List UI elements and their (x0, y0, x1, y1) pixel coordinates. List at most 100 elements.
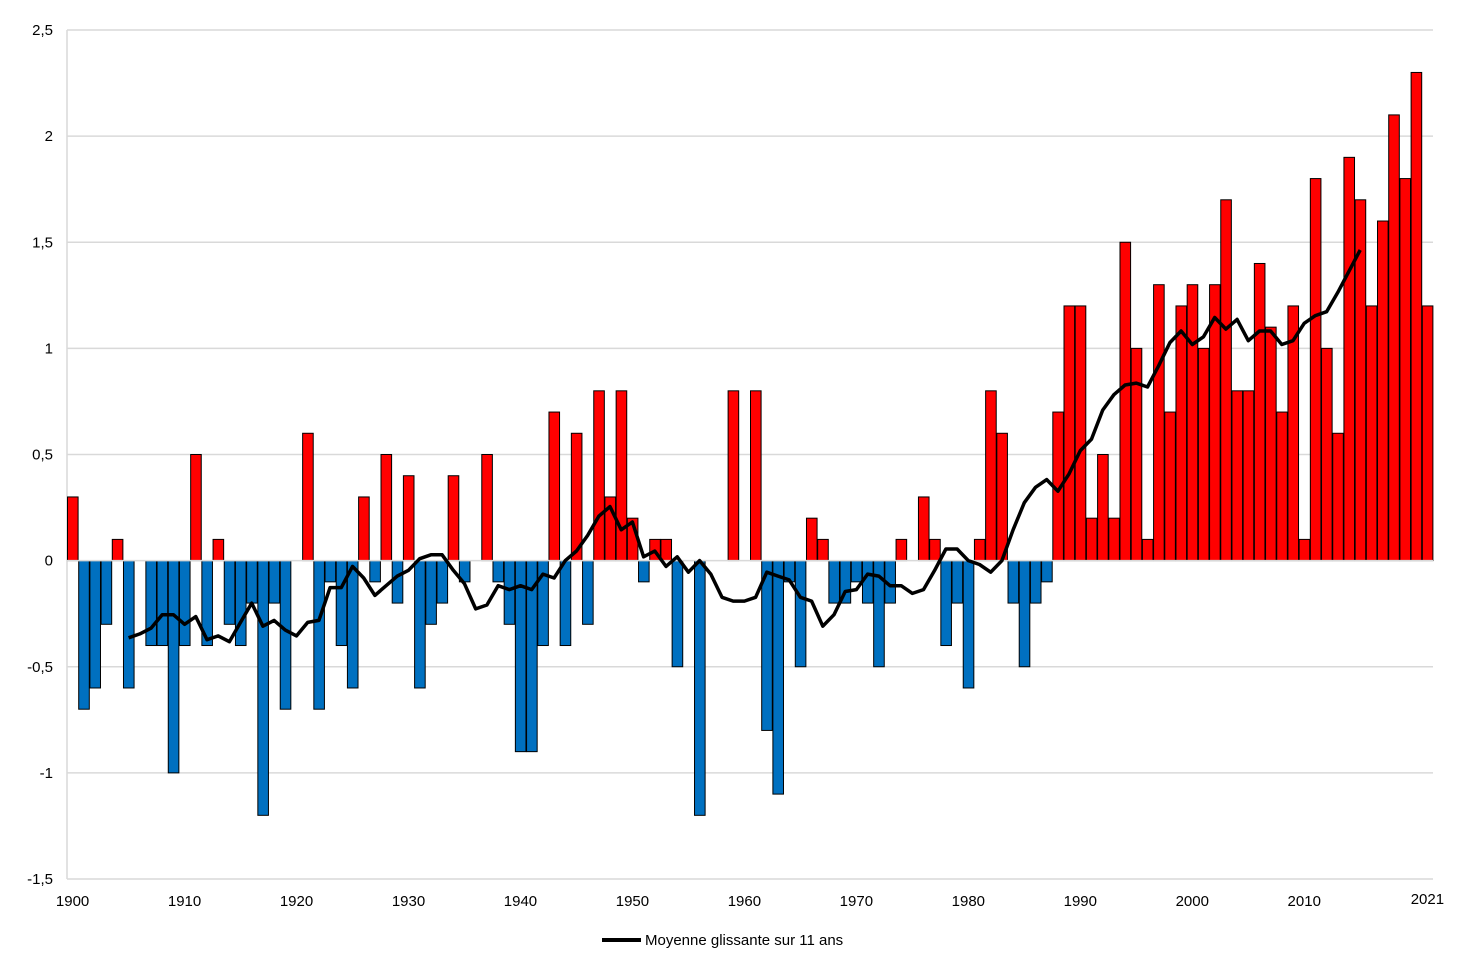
y-tick-label: 2 (45, 128, 53, 145)
bar-1900 (67, 496, 79, 562)
bar-1934 (447, 475, 460, 562)
bar-1945 (570, 432, 583, 562)
legend: Moyenne glissante sur 11 ans (602, 932, 843, 949)
bar-1915 (234, 560, 247, 647)
bar-1931 (414, 560, 426, 689)
bar-1943 (548, 411, 561, 562)
bar-2016 (1365, 305, 1378, 562)
x-tick-label: 1980 (952, 893, 985, 910)
bars (67, 71, 1434, 816)
bar-2005 (1242, 390, 1255, 562)
x-tick-label: 1930 (392, 893, 425, 910)
moving-average-series (128, 249, 1362, 644)
x-tick-label: 2021 (1411, 891, 1444, 908)
bar-1937 (481, 454, 493, 562)
y-tick-label: -0,5 (27, 659, 53, 676)
bar-2018 (1388, 114, 1400, 562)
bar-1967 (817, 538, 829, 562)
bar-1985 (1018, 560, 1031, 668)
bar-1966 (805, 517, 818, 562)
y-tick-label: 2,5 (32, 22, 53, 39)
bar-1901 (78, 560, 90, 710)
x-tick-label: 1940 (504, 893, 537, 910)
bar-2010 (1298, 538, 1311, 562)
bar-1979 (951, 560, 964, 604)
bar-1991 (1085, 517, 1098, 562)
bar-1904 (111, 538, 124, 562)
bar-1961 (750, 390, 762, 562)
bar-1970 (850, 560, 863, 583)
x-tick-label: 2000 (1176, 893, 1209, 910)
bar-1998 (1164, 411, 1176, 562)
gridlines (66, 29, 1433, 880)
bar-1909 (167, 560, 180, 774)
bar-1974 (895, 538, 908, 562)
x-tick-label: 1990 (1064, 893, 1097, 910)
bar-2007 (1265, 326, 1277, 562)
x-tick-label: 2010 (1288, 893, 1321, 910)
legend-label: Moyenne glissante sur 11 ans (645, 932, 843, 949)
bar-2008 (1276, 411, 1288, 562)
bar-2003 (1220, 199, 1232, 562)
bar-1977 (929, 538, 941, 562)
bar-1913 (212, 538, 225, 562)
bar-1944 (559, 560, 572, 647)
bar-1978 (940, 560, 952, 647)
bar-1923 (324, 560, 337, 583)
bar-1983 (996, 432, 1008, 562)
bar-1980 (962, 560, 975, 689)
bar-1996 (1141, 538, 1154, 562)
bar-1947 (593, 390, 605, 562)
bar-1918 (268, 560, 281, 604)
bar-1993 (1108, 517, 1120, 562)
x-tick-label: 1900 (56, 893, 89, 910)
y-tick-label: 1,5 (32, 234, 53, 251)
bar-1939 (503, 560, 516, 625)
bar-1930 (402, 475, 415, 562)
bar-1997 (1153, 284, 1165, 562)
bar-1916 (246, 560, 258, 604)
bar-2013 (1332, 432, 1344, 562)
bar-1924 (335, 560, 348, 647)
bar-1956 (694, 560, 706, 816)
bar-1946 (582, 560, 594, 625)
x-tick-label: 1920 (280, 893, 313, 910)
moving-average-line (128, 249, 1362, 644)
bar-1987 (1041, 560, 1053, 583)
bar-1932 (425, 560, 437, 625)
bar-1940 (514, 560, 527, 753)
x-tick-label: 1970 (840, 893, 873, 910)
bar-1954 (671, 560, 684, 668)
y-tick-label: 0 (45, 553, 53, 570)
bar-1976 (917, 496, 930, 562)
bar-2001 (1197, 347, 1210, 562)
bar-1929 (391, 560, 404, 604)
bar-1982 (985, 390, 997, 562)
bar-1903 (100, 560, 113, 625)
bar-1917 (257, 560, 269, 816)
bar-1995 (1130, 347, 1143, 562)
bar-2012 (1321, 347, 1333, 562)
y-tick-label: 0,5 (32, 447, 53, 464)
bar-2004 (1231, 390, 1244, 562)
bar-1963 (772, 560, 784, 795)
y-tick-label: -1,5 (27, 871, 53, 888)
bar-1907 (145, 560, 157, 647)
bar-2020 (1410, 71, 1423, 562)
bar-1926 (358, 496, 370, 562)
bar-1933 (436, 560, 449, 604)
bar-1984 (1007, 560, 1020, 604)
bar-2019 (1399, 178, 1412, 562)
bar-2000 (1186, 284, 1199, 562)
bar-1911 (190, 454, 202, 562)
bar-1986 (1029, 560, 1042, 604)
bar-1919 (279, 560, 292, 710)
bar-1965 (794, 560, 807, 668)
bar-1938 (492, 560, 505, 583)
bar-2011 (1309, 178, 1322, 562)
x-tick-label: 1960 (728, 893, 761, 910)
y-tick-label: -1 (40, 765, 53, 782)
bar-1992 (1097, 454, 1109, 562)
bar-1951 (638, 560, 650, 583)
